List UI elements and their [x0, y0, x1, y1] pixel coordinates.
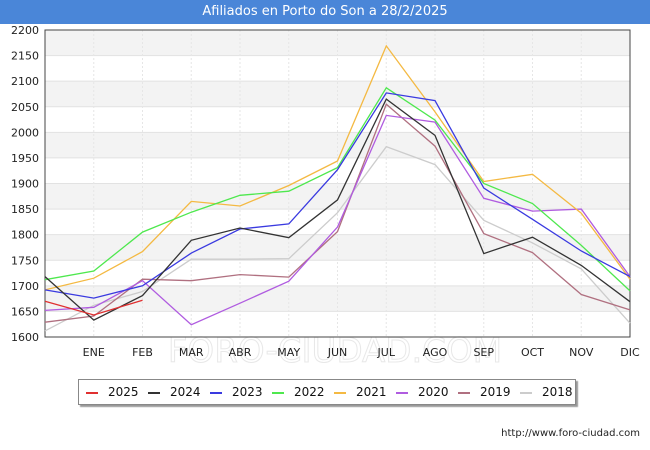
legend-item-2023: 2023: [210, 380, 263, 404]
y-tick-label: 1750: [11, 254, 39, 267]
x-tick-label: JUL: [377, 346, 396, 359]
y-tick-label: 1700: [11, 280, 39, 293]
series-line-2018: [44, 145, 631, 332]
legend-swatch: [458, 391, 470, 394]
legend-label: 2025: [108, 385, 139, 399]
legend-swatch: [334, 391, 346, 394]
x-tick-label: ABR: [229, 346, 252, 359]
y-tick-label: 1800: [11, 229, 39, 242]
y-tick-label: 1650: [11, 305, 39, 318]
y-tick-label: 2050: [11, 101, 39, 114]
y-tick-label: 2200: [11, 24, 39, 37]
legend-swatch: [86, 391, 98, 394]
legend-swatch: [396, 391, 408, 394]
legend-swatch: [148, 391, 160, 394]
legend-item-2022: 2022: [272, 380, 325, 404]
y-tick-label: 2000: [11, 126, 39, 139]
legend-swatch: [520, 391, 532, 394]
x-tick-label: MAR: [179, 346, 204, 359]
legend-swatch: [210, 391, 222, 394]
y-tick-label: 1900: [11, 178, 39, 191]
legend-label: 2019: [480, 385, 511, 399]
title-bar: Afiliados en Porto do Son a 28/2/2025: [0, 0, 650, 24]
series-line-2020: [44, 114, 631, 326]
legend-label: 2021: [356, 385, 387, 399]
legend-label: 2018: [542, 385, 573, 399]
source-link[interactable]: http://www.foro-ciudad.com: [501, 428, 640, 439]
legend-item-2024: 2024: [148, 380, 201, 404]
chart-title: Afiliados en Porto do Son a 28/2/2025: [202, 4, 448, 19]
series-line-2025: [44, 299, 143, 316]
series-line-2023: [44, 92, 631, 299]
x-tick-label: FEB: [132, 346, 153, 359]
legend-item-2018: 2018: [520, 380, 573, 404]
y-tick-label: 1850: [11, 203, 39, 216]
legend-item-2025: 2025: [86, 380, 139, 404]
series-line-2019: [44, 103, 631, 323]
x-tick-label: ENE: [83, 346, 105, 359]
y-tick-label: 1600: [11, 331, 39, 344]
legend-label: 2020: [418, 385, 449, 399]
x-tick-label: OCT: [521, 346, 544, 359]
series-line-2022: [44, 86, 631, 292]
legend-item-2021: 2021: [334, 380, 387, 404]
x-tick-label: AGO: [423, 346, 448, 359]
x-tick-label: MAY: [277, 346, 300, 359]
series-line-2021: [44, 44, 631, 291]
y-tick-label: 2100: [11, 75, 39, 88]
legend: 2025 2024 2023 2022 2021 2020 2019 2018: [78, 379, 576, 405]
x-tick-label: JUN: [327, 346, 348, 359]
legend-label: 2024: [170, 385, 201, 399]
x-tick-label: DIC: [620, 346, 640, 359]
series-line-2024: [44, 98, 631, 321]
y-tick-label: 1950: [11, 152, 39, 165]
legend-item-2020: 2020: [396, 380, 449, 404]
grid-band: [45, 132, 630, 158]
legend-swatch: [272, 391, 284, 394]
legend-label: 2022: [294, 385, 325, 399]
y-tick-label: 2150: [11, 50, 39, 63]
plot-frame: [44, 29, 631, 338]
x-tick-label: NOV: [569, 346, 594, 359]
x-tick-label: SEP: [473, 346, 494, 359]
legend-label: 2023: [232, 385, 263, 399]
legend-item-2019: 2019: [458, 380, 511, 404]
